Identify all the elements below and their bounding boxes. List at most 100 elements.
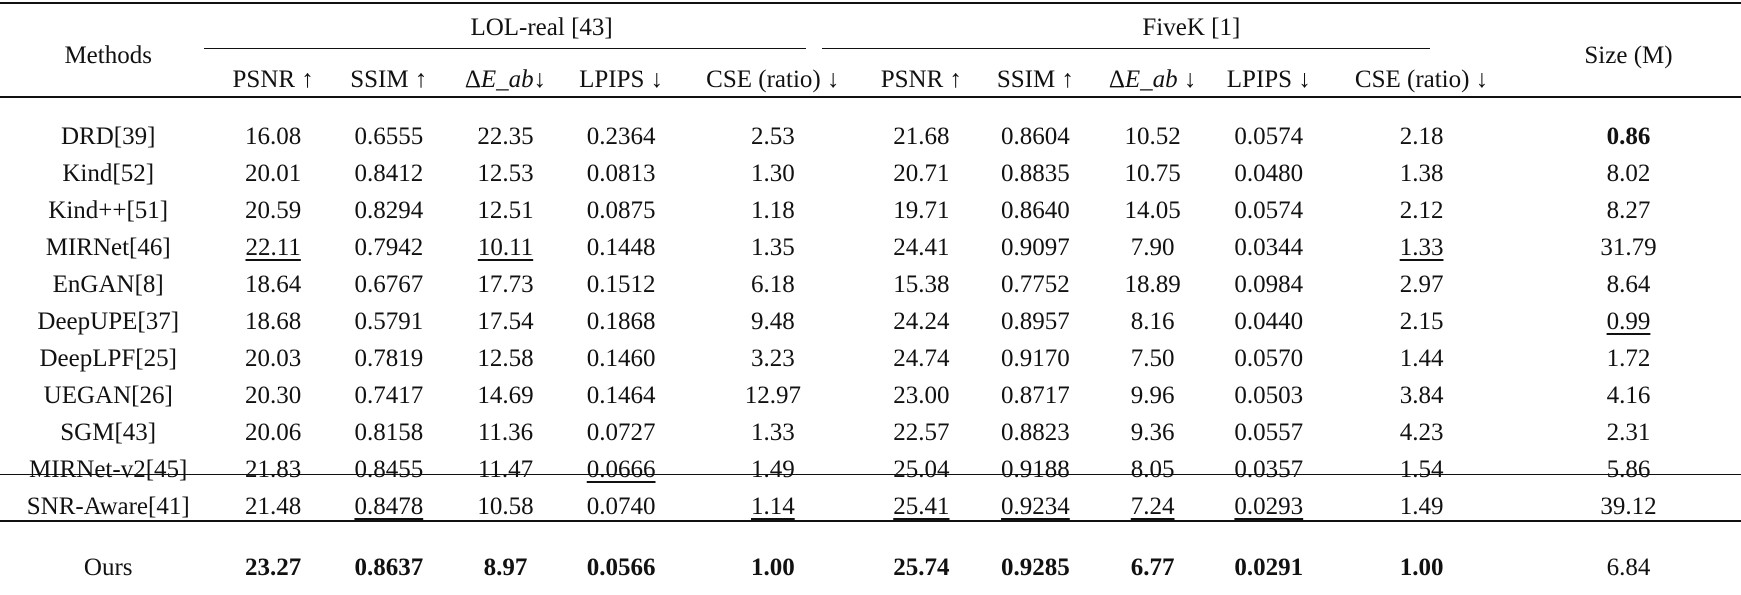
value-cell: 20.01 xyxy=(245,159,302,187)
method-name: UEGAN[26] xyxy=(43,381,173,409)
method-name: DeepLPF[25] xyxy=(39,344,177,372)
value-cell: 6.18 xyxy=(750,270,795,298)
table-row: UEGAN[26] 20.30 0.7417 14.69 0.1464 12.97 23.0… xyxy=(0,377,1741,414)
value-cell: 8.02 xyxy=(1606,159,1651,187)
metric-header-lol-4: CSE (ratio) ↓ xyxy=(706,66,840,93)
value-cell: 21.68 xyxy=(893,122,950,150)
value-cell: 1.49 xyxy=(1399,492,1444,520)
header-group-lol: LOL-real [43] xyxy=(470,14,613,41)
header-rule xyxy=(0,96,1741,98)
value-cell: 3.23 xyxy=(750,344,795,372)
value-cell: 9.36 xyxy=(1130,418,1175,446)
header-group-fivek: FiveK [1] xyxy=(1142,14,1241,41)
value-cell: 21.83 xyxy=(245,455,302,483)
value-cell: 0.0344 xyxy=(1234,233,1304,261)
value-cell: 0.8294 xyxy=(354,196,424,224)
value-cell: 24.41 xyxy=(893,233,950,261)
value-cell: 12.58 xyxy=(477,344,534,372)
value-cell: 0.0440 xyxy=(1234,307,1304,335)
value-cell: 6.77 xyxy=(1130,554,1175,581)
metric-header-fivek-0: PSNR ↑ xyxy=(880,66,963,93)
value-cell: 2.53 xyxy=(750,122,795,150)
value-cell: 4.23 xyxy=(1399,418,1444,446)
metric-header-lol-1: SSIM ↑ xyxy=(350,66,428,93)
value-cell: 14.05 xyxy=(1124,196,1181,224)
value-cell: 3.84 xyxy=(1399,381,1444,409)
method-name: MIRNet[46] xyxy=(45,233,171,261)
value-cell: 25.04 xyxy=(893,455,950,483)
method-name: EnGAN[8] xyxy=(52,270,164,298)
value-cell: 0.8604 xyxy=(1001,122,1070,150)
metric-header-fivek-2: ΔE_ab ↓ xyxy=(1108,66,1197,93)
value-cell: 22.11 xyxy=(245,233,301,261)
value-cell: 0.0875 xyxy=(586,196,656,224)
value-cell: 0.8412 xyxy=(354,159,424,187)
value-cell: 2.12 xyxy=(1399,196,1444,224)
value-cell: 0.86 xyxy=(1606,122,1651,150)
top-rule xyxy=(0,2,1741,4)
value-cell: 2.18 xyxy=(1399,122,1444,150)
value-cell: 18.64 xyxy=(245,270,302,298)
value-cell: 24.74 xyxy=(893,344,950,372)
method-name: Kind[52] xyxy=(62,159,155,187)
method-name: Ours xyxy=(83,554,133,581)
method-name: SGM[43] xyxy=(60,418,157,446)
value-cell: 0.0984 xyxy=(1234,270,1304,298)
table-row: DeepUPE[37] 18.68 0.5791 17.54 0.1868 9.48 24.… xyxy=(0,303,1741,340)
table-row: MIRNet-v2[45] 21.83 0.8455 11.47 0.0666 1.49 2… xyxy=(0,451,1741,488)
value-cell: 18.89 xyxy=(1124,270,1181,298)
value-cell: 0.8455 xyxy=(354,455,424,483)
value-cell: 0.9097 xyxy=(1001,233,1070,261)
value-cell: 12.53 xyxy=(477,159,534,187)
value-cell: 1.54 xyxy=(1399,455,1444,483)
value-cell: 0.0557 xyxy=(1234,418,1304,446)
value-cell: 0.8835 xyxy=(1001,159,1070,187)
value-cell: 0.0566 xyxy=(586,554,656,581)
value-cell: 8.16 xyxy=(1130,307,1175,335)
value-cell: 1.49 xyxy=(750,455,795,483)
value-cell: 8.64 xyxy=(1606,270,1651,298)
results-table: Methods LOL-real [43] FiveK [1] Size (M)… xyxy=(0,4,1741,595)
value-cell: 7.90 xyxy=(1130,233,1175,261)
value-cell: 7.50 xyxy=(1130,344,1175,372)
value-cell: 1.35 xyxy=(750,233,795,261)
value-cell: 2.15 xyxy=(1399,307,1444,335)
method-name: SNR-Aware[41] xyxy=(26,492,190,520)
value-cell: 0.6767 xyxy=(354,270,424,298)
value-cell: 0.9188 xyxy=(1001,455,1070,483)
value-cell: 0.0503 xyxy=(1234,381,1304,409)
value-cell: 0.7752 xyxy=(1001,270,1070,298)
value-cell: 1.00 xyxy=(750,554,795,581)
value-cell: 0.8640 xyxy=(1001,196,1070,224)
value-cell: 19.71 xyxy=(893,196,950,224)
value-cell: 0.1464 xyxy=(586,381,656,409)
metric-header-lol-3: LPIPS ↓ xyxy=(579,66,664,93)
group-rule-lol xyxy=(204,48,806,49)
metric-header-fivek-3: LPIPS ↓ xyxy=(1226,66,1311,93)
value-cell: 0.0666 xyxy=(586,455,656,483)
value-cell: 0.0574 xyxy=(1234,196,1304,224)
value-cell: 0.2364 xyxy=(586,122,656,150)
metric-header-fivek-1: SSIM ↑ xyxy=(996,66,1074,93)
value-cell: 1.00 xyxy=(1399,554,1444,581)
value-cell: 2.97 xyxy=(1399,270,1444,298)
value-cell: 1.14 xyxy=(750,492,795,520)
value-cell: 1.33 xyxy=(1399,233,1444,261)
value-cell: 7.24 xyxy=(1130,492,1175,520)
value-cell: 8.05 xyxy=(1130,455,1175,483)
value-cell: 0.1512 xyxy=(586,270,656,298)
value-cell: 0.0570 xyxy=(1234,344,1304,372)
value-cell: 0.8823 xyxy=(1001,418,1070,446)
value-cell: 0.0357 xyxy=(1234,455,1304,483)
value-cell: 10.58 xyxy=(477,492,534,520)
value-cell: 0.8717 xyxy=(1001,381,1070,409)
value-cell: 21.48 xyxy=(245,492,302,520)
value-cell: 0.8637 xyxy=(354,554,424,581)
value-cell: 8.97 xyxy=(483,554,528,581)
value-cell: 14.69 xyxy=(477,381,534,409)
value-cell: 12.51 xyxy=(477,196,534,224)
value-cell: 20.71 xyxy=(893,159,950,187)
value-cell: 18.68 xyxy=(245,307,302,335)
value-cell: 6.84 xyxy=(1606,554,1651,581)
value-cell: 5.86 xyxy=(1606,455,1651,483)
